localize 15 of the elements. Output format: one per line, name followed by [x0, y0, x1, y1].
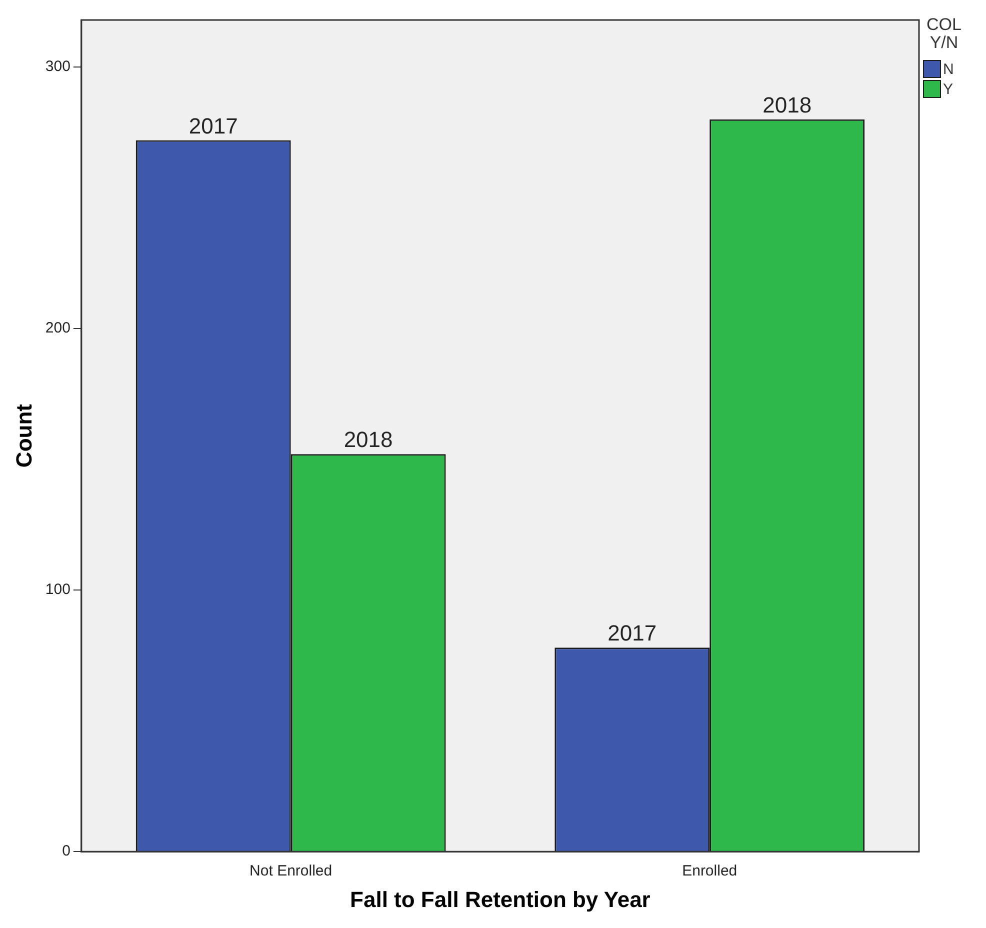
legend-label: N [943, 60, 954, 78]
y-tick-label: 300 [45, 58, 70, 76]
annotation: 2017 [608, 620, 657, 646]
annotation: 2018 [344, 427, 393, 452]
y-tick-label: 0 [62, 842, 70, 860]
legend-title: COL Y/N [926, 15, 962, 52]
annotation: 2018 [762, 92, 812, 118]
x-tick-label: Enrolled [682, 862, 738, 880]
y-tick-label: 100 [45, 581, 70, 598]
annotation: 2017 [188, 113, 238, 138]
legend-label: Y [943, 80, 954, 98]
y-tick-label: 200 [45, 320, 70, 337]
x-axis-title: Fall to Fall Retention by Year [350, 886, 651, 912]
x-tick-label: Not Enrolled [250, 862, 332, 880]
y-axis-title: Count [11, 403, 36, 468]
